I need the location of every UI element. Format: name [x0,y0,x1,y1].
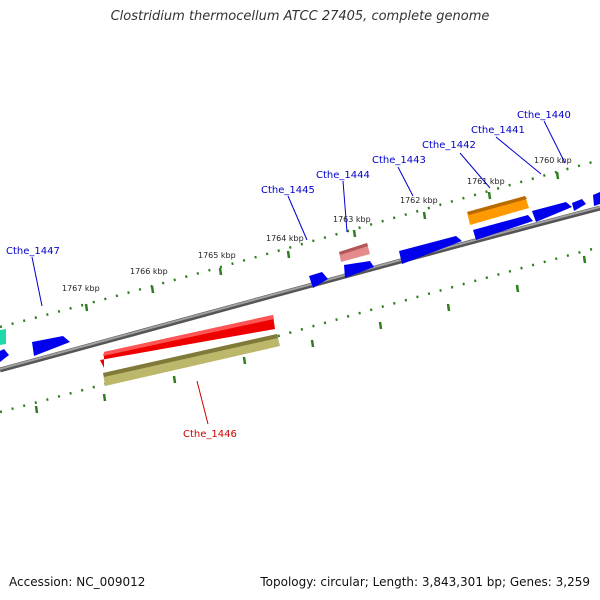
accession-text: Accession: NC_009012 [9,575,146,589]
gene-arrow[interactable] [572,199,586,211]
gene-arrow[interactable] [593,192,600,206]
scale-label: 1761 kbp [467,177,505,186]
scale-label: 1767 kbp [62,284,100,293]
map-title: Clostridium thermocellum ATCC 27405, com… [110,9,490,24]
gene-arrow[interactable] [309,272,328,288]
forward-genes [0,192,600,368]
gene-arrow[interactable] [473,215,533,240]
gene-arrow[interactable] [0,349,9,362]
genome-summary-text: Topology: circular; Length: 3,843,301 bp… [260,575,590,589]
scale-label: 1762 kbp [400,196,438,205]
scale-label: 1766 kbp [130,267,168,276]
gene-label[interactable]: Cthe_1445 [261,185,315,196]
gene-label[interactable]: Cthe_1443 [372,155,426,166]
gene-arrow[interactable] [532,202,572,222]
label-leaders [31,120,566,425]
gene-label[interactable]: Cthe_1441 [471,125,525,136]
scale-label: 1760 kbp [534,156,572,165]
gene-label[interactable]: Cthe_1442 [422,140,476,151]
gene-arrow[interactable] [344,261,374,278]
gene-teal[interactable] [0,329,6,345]
gene-label[interactable]: Cthe_1447 [6,246,60,257]
gene-orange[interactable] [467,196,529,225]
gene-arrow[interactable] [32,336,70,356]
gene-label[interactable]: Cthe_1440 [517,110,571,121]
scale-label: 1764 kbp [266,234,304,243]
gene-label[interactable]: Cthe_1446 [183,429,237,440]
major-ticks [84,171,560,312]
inner-dotted-track [0,245,600,414]
scale-label: 1763 kbp [333,215,371,224]
scale-label: 1765 kbp [198,251,236,260]
inner-major-ticks [34,255,587,414]
gene-arrow[interactable] [399,236,462,264]
gene-label[interactable]: Cthe_1444 [316,170,370,181]
reverse-genes [103,334,280,386]
